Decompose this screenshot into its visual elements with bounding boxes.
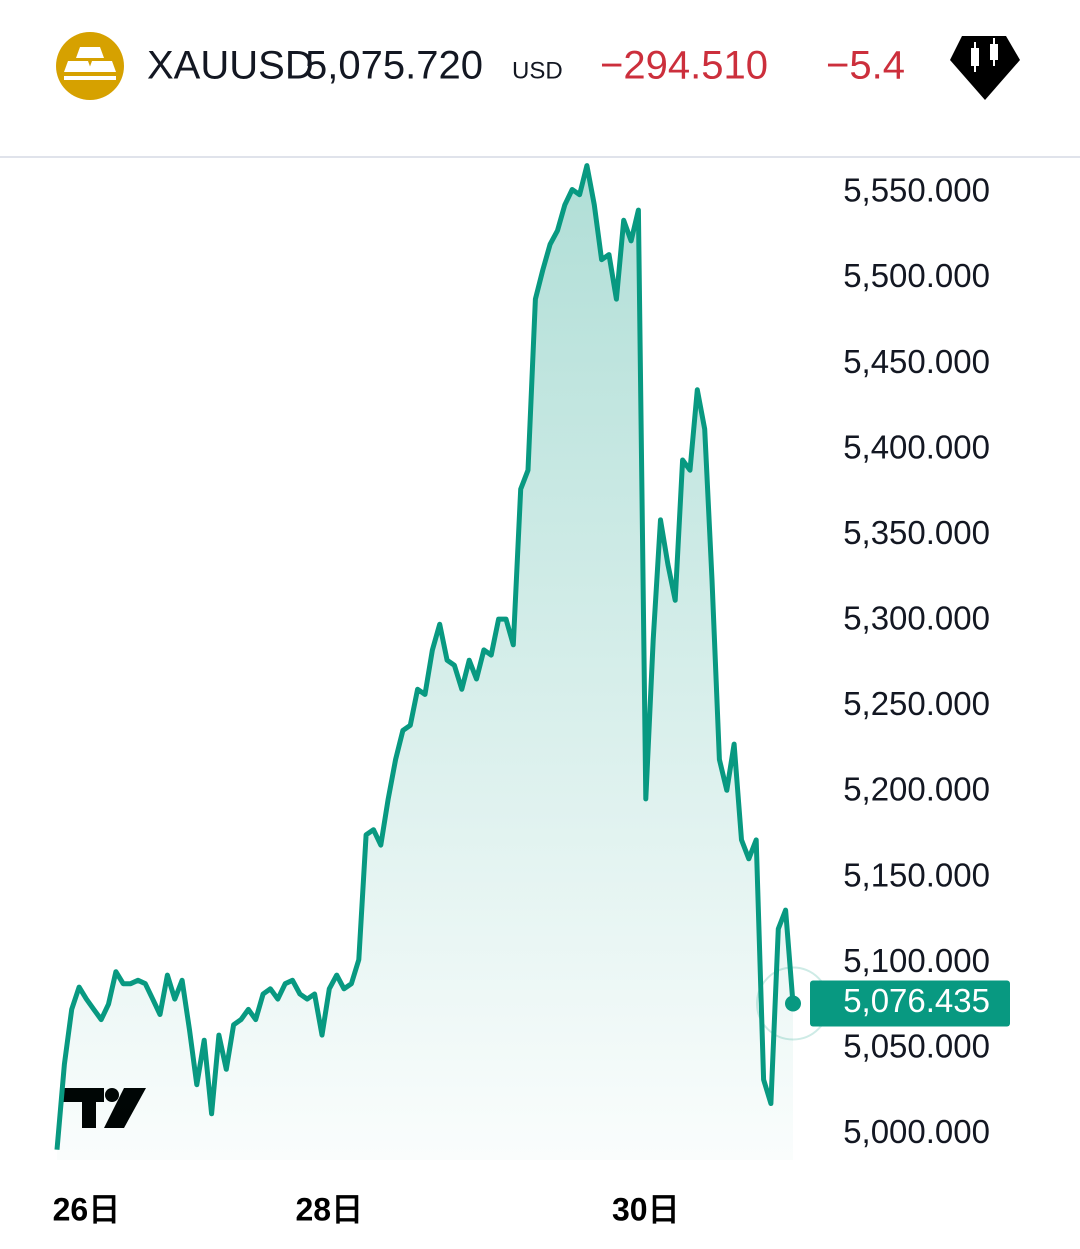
price-tag-label: 5,076.435 (843, 982, 990, 1019)
logo-bars (64, 47, 116, 80)
price-tag (810, 980, 1010, 1027)
logo (56, 32, 124, 100)
y-tick-label: 5,550.000 (843, 172, 990, 209)
y-tick-label: 5,150.000 (843, 856, 990, 893)
y-tick-label: 5,400.000 (843, 428, 990, 465)
candle-icon-bars (971, 38, 998, 72)
y-tick-label: 5,250.000 (843, 685, 990, 722)
y-tick-label: 5,100.000 (843, 942, 990, 979)
candle-icon (950, 36, 1020, 100)
y-tick-label: 5,450.000 (843, 343, 990, 380)
change-percent: −5.4 (826, 44, 905, 88)
fade (924, 20, 950, 110)
currency: USD (512, 57, 563, 84)
y-tick-label: 5,050.000 (843, 1027, 990, 1064)
symbol: XAUUSD (147, 44, 314, 88)
y-tick-label: 5,500.000 (843, 257, 990, 294)
y-tick-label: 5,350.000 (843, 514, 990, 551)
y-tick-label: 5,300.000 (843, 600, 990, 637)
price: 5,075.720 (305, 44, 483, 88)
change: −294.510 (600, 44, 768, 88)
price-line (54, 163, 796, 1150)
last-point (785, 995, 801, 1012)
x-tick-label: 28日 (296, 1191, 364, 1227)
x-tick-label: 26日 (53, 1191, 121, 1227)
y-tick-label: 5,200.000 (843, 771, 990, 808)
x-tick-label: 30日 (612, 1191, 680, 1227)
y-tick-label: 5,000.000 (843, 1113, 990, 1150)
area-fill (57, 165, 793, 1161)
